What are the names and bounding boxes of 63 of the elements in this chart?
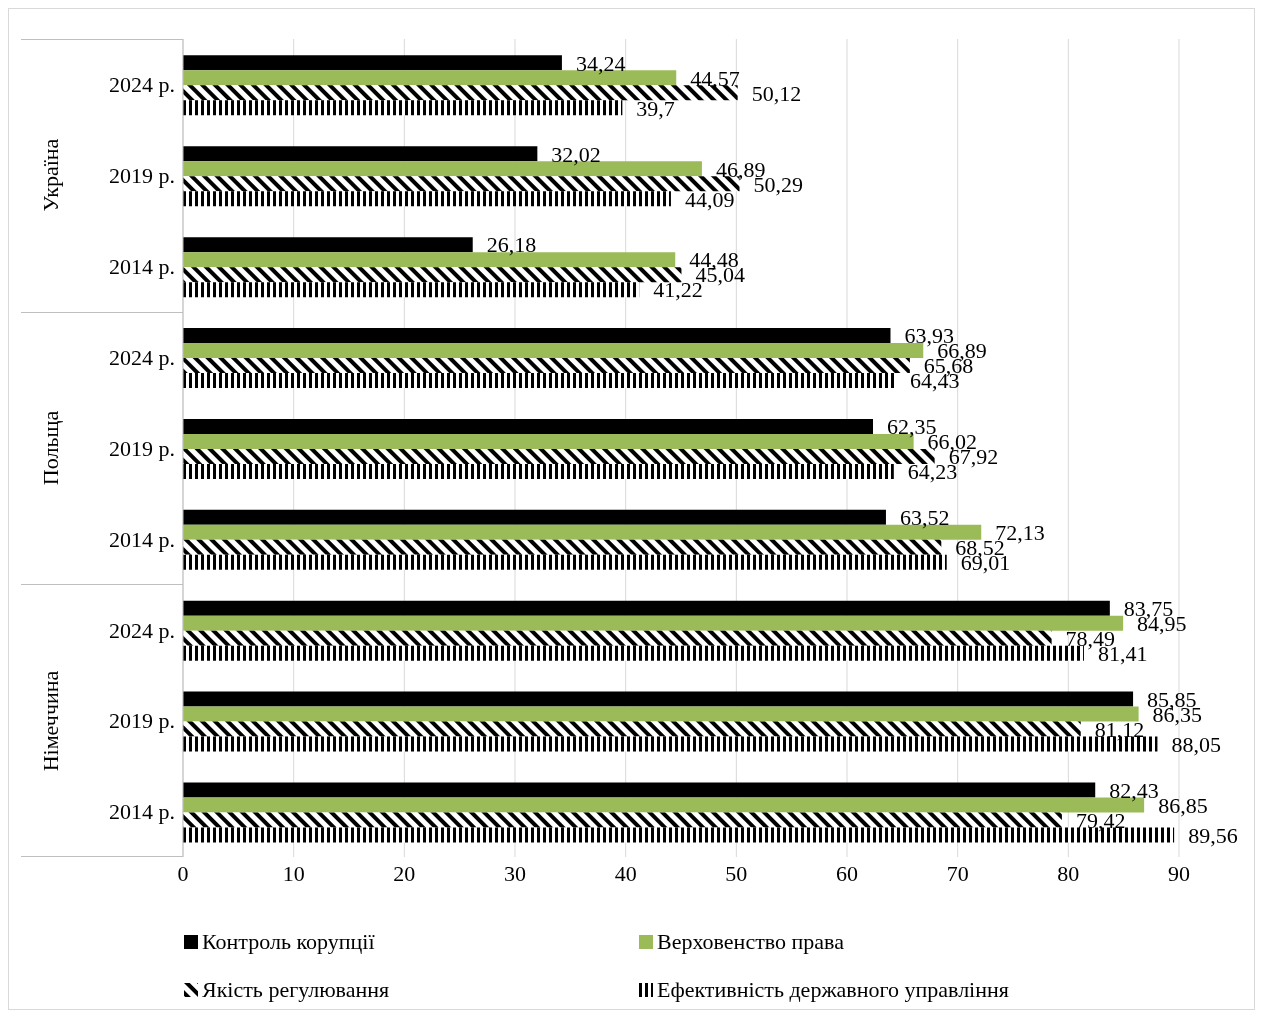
data-label: 63,52 — [899, 505, 950, 531]
y-tick-label: 2024 р. — [109, 72, 175, 98]
x-tick-label: 40 — [614, 860, 637, 886]
x-tick-label: 0 — [177, 860, 189, 886]
bar — [183, 554, 947, 570]
data-label: 26,18 — [486, 232, 537, 258]
legend-label: Ефективність державного управління — [657, 977, 1009, 1003]
x-tick-label: 30 — [504, 860, 526, 886]
y-tick-label: 2019 р. — [109, 435, 175, 461]
data-label: 34,24 — [575, 50, 626, 76]
legend-label: Контроль корупції — [202, 929, 375, 955]
x-tick-label: 80 — [1057, 860, 1080, 886]
y-tick-label: 2019 р. — [109, 163, 175, 189]
x-tick-label: 10 — [282, 860, 305, 886]
bar — [183, 615, 1124, 631]
data-label: 79,42 — [1075, 807, 1126, 833]
x-tick-label: 70 — [946, 860, 969, 886]
y-tick-label: 2014 р. — [109, 526, 175, 552]
data-label: 82,43 — [1109, 777, 1159, 803]
bar — [183, 418, 874, 434]
bar — [183, 509, 886, 525]
data-label: 39,7 — [636, 95, 675, 121]
bar — [183, 539, 942, 555]
x-tick-label: 60 — [836, 860, 858, 886]
bar — [183, 282, 640, 298]
bar — [183, 55, 562, 71]
data-label: 44,09 — [684, 186, 735, 212]
bar — [183, 706, 1139, 722]
y-tick-label: 2024 р. — [109, 617, 175, 643]
bar — [183, 100, 623, 116]
bar — [183, 146, 538, 162]
y-tick-label: 2024 р. — [109, 344, 175, 370]
bar — [183, 358, 910, 374]
bar — [183, 463, 894, 479]
x-tick-label: 90 — [1168, 860, 1190, 886]
x-tick-label: 50 — [725, 860, 748, 886]
bar — [183, 328, 891, 344]
data-label: 32,02 — [551, 141, 601, 167]
bar — [183, 237, 473, 253]
data-label: 50,12 — [751, 80, 802, 106]
text: Німеччина — [38, 670, 64, 771]
data-label: 89,56 — [1188, 822, 1238, 848]
y-tick-label: 2014 р. — [109, 254, 175, 280]
bar — [183, 812, 1062, 828]
data-label: 86,85 — [1158, 792, 1208, 818]
data-label: 81,12 — [1094, 716, 1145, 742]
text: Польща — [38, 410, 64, 486]
legend-label: Якість регулювання — [202, 977, 390, 1003]
bar — [183, 721, 1081, 737]
legend-label: Верховенство права — [657, 929, 844, 955]
bar — [183, 600, 1110, 616]
bar — [183, 691, 1134, 707]
text: Україна — [38, 138, 64, 212]
bar — [183, 782, 1096, 798]
bar — [183, 630, 1052, 646]
y-tick-label: 2019 р. — [109, 708, 175, 734]
y-tick-label: 2014 р. — [109, 799, 175, 825]
data-label: 44,57 — [690, 65, 740, 91]
data-label: 88,05 — [1171, 731, 1221, 757]
bar — [183, 267, 682, 283]
bar — [183, 191, 671, 207]
x-tick-label: 20 — [393, 860, 416, 886]
bar — [183, 373, 897, 389]
